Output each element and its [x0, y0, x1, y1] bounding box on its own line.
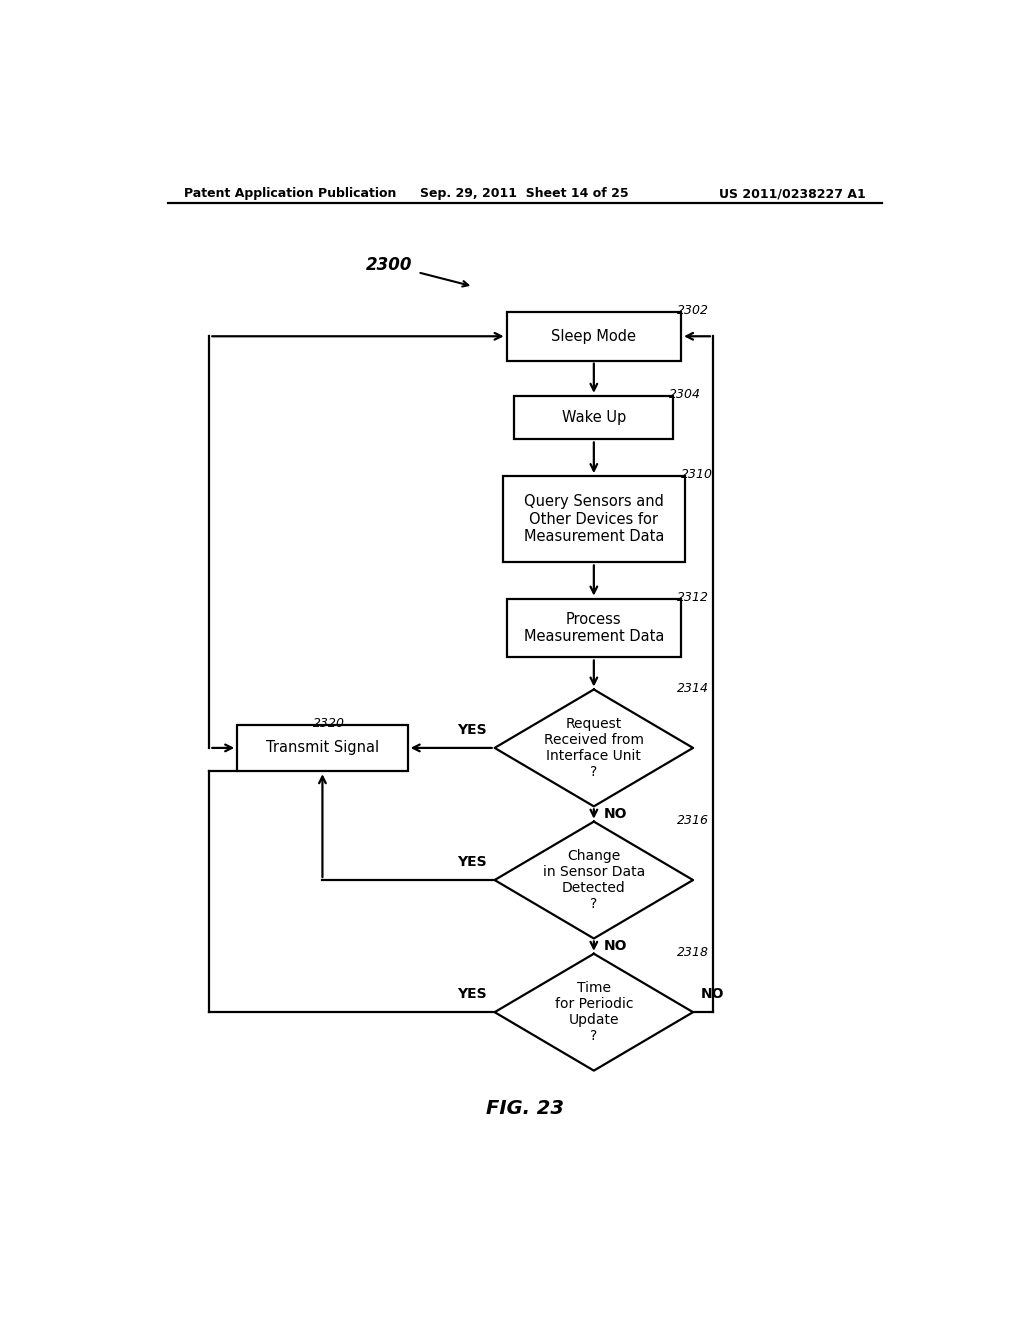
Text: YES: YES: [457, 855, 486, 869]
FancyBboxPatch shape: [507, 312, 681, 360]
Polygon shape: [495, 689, 693, 807]
Text: YES: YES: [457, 987, 486, 1001]
Text: Transmit Signal: Transmit Signal: [266, 741, 379, 755]
Text: 2302: 2302: [677, 304, 710, 317]
FancyBboxPatch shape: [514, 396, 673, 440]
Text: NO: NO: [603, 939, 627, 953]
Polygon shape: [495, 821, 693, 939]
Text: Request
Received from
Interface Unit
?: Request Received from Interface Unit ?: [544, 717, 644, 779]
Text: Query Sensors and
Other Devices for
Measurement Data: Query Sensors and Other Devices for Meas…: [523, 494, 664, 544]
Text: NO: NO: [603, 807, 627, 821]
Text: FIG. 23: FIG. 23: [485, 1100, 564, 1118]
FancyBboxPatch shape: [238, 725, 408, 771]
Text: US 2011/0238227 A1: US 2011/0238227 A1: [719, 187, 866, 201]
Text: Patent Application Publication: Patent Application Publication: [183, 187, 396, 201]
Text: 2316: 2316: [677, 813, 710, 826]
Text: Sep. 29, 2011  Sheet 14 of 25: Sep. 29, 2011 Sheet 14 of 25: [421, 187, 629, 201]
Text: 2300: 2300: [367, 256, 413, 275]
Text: YES: YES: [457, 722, 486, 737]
Text: 2314: 2314: [677, 681, 710, 694]
Polygon shape: [495, 954, 693, 1071]
Text: Time
for Periodic
Update
?: Time for Periodic Update ?: [555, 981, 633, 1044]
Text: 2304: 2304: [670, 388, 701, 401]
FancyBboxPatch shape: [503, 477, 685, 562]
Text: Process
Measurement Data: Process Measurement Data: [523, 611, 664, 644]
Text: Wake Up: Wake Up: [562, 411, 626, 425]
Text: 2310: 2310: [681, 469, 713, 480]
Text: 2320: 2320: [312, 717, 344, 730]
Text: Sleep Mode: Sleep Mode: [551, 329, 636, 343]
Text: 2312: 2312: [677, 590, 710, 603]
Text: 2318: 2318: [677, 946, 710, 958]
Text: Change
in Sensor Data
Detected
?: Change in Sensor Data Detected ?: [543, 849, 645, 911]
FancyBboxPatch shape: [507, 598, 681, 657]
Text: NO: NO: [701, 987, 724, 1001]
